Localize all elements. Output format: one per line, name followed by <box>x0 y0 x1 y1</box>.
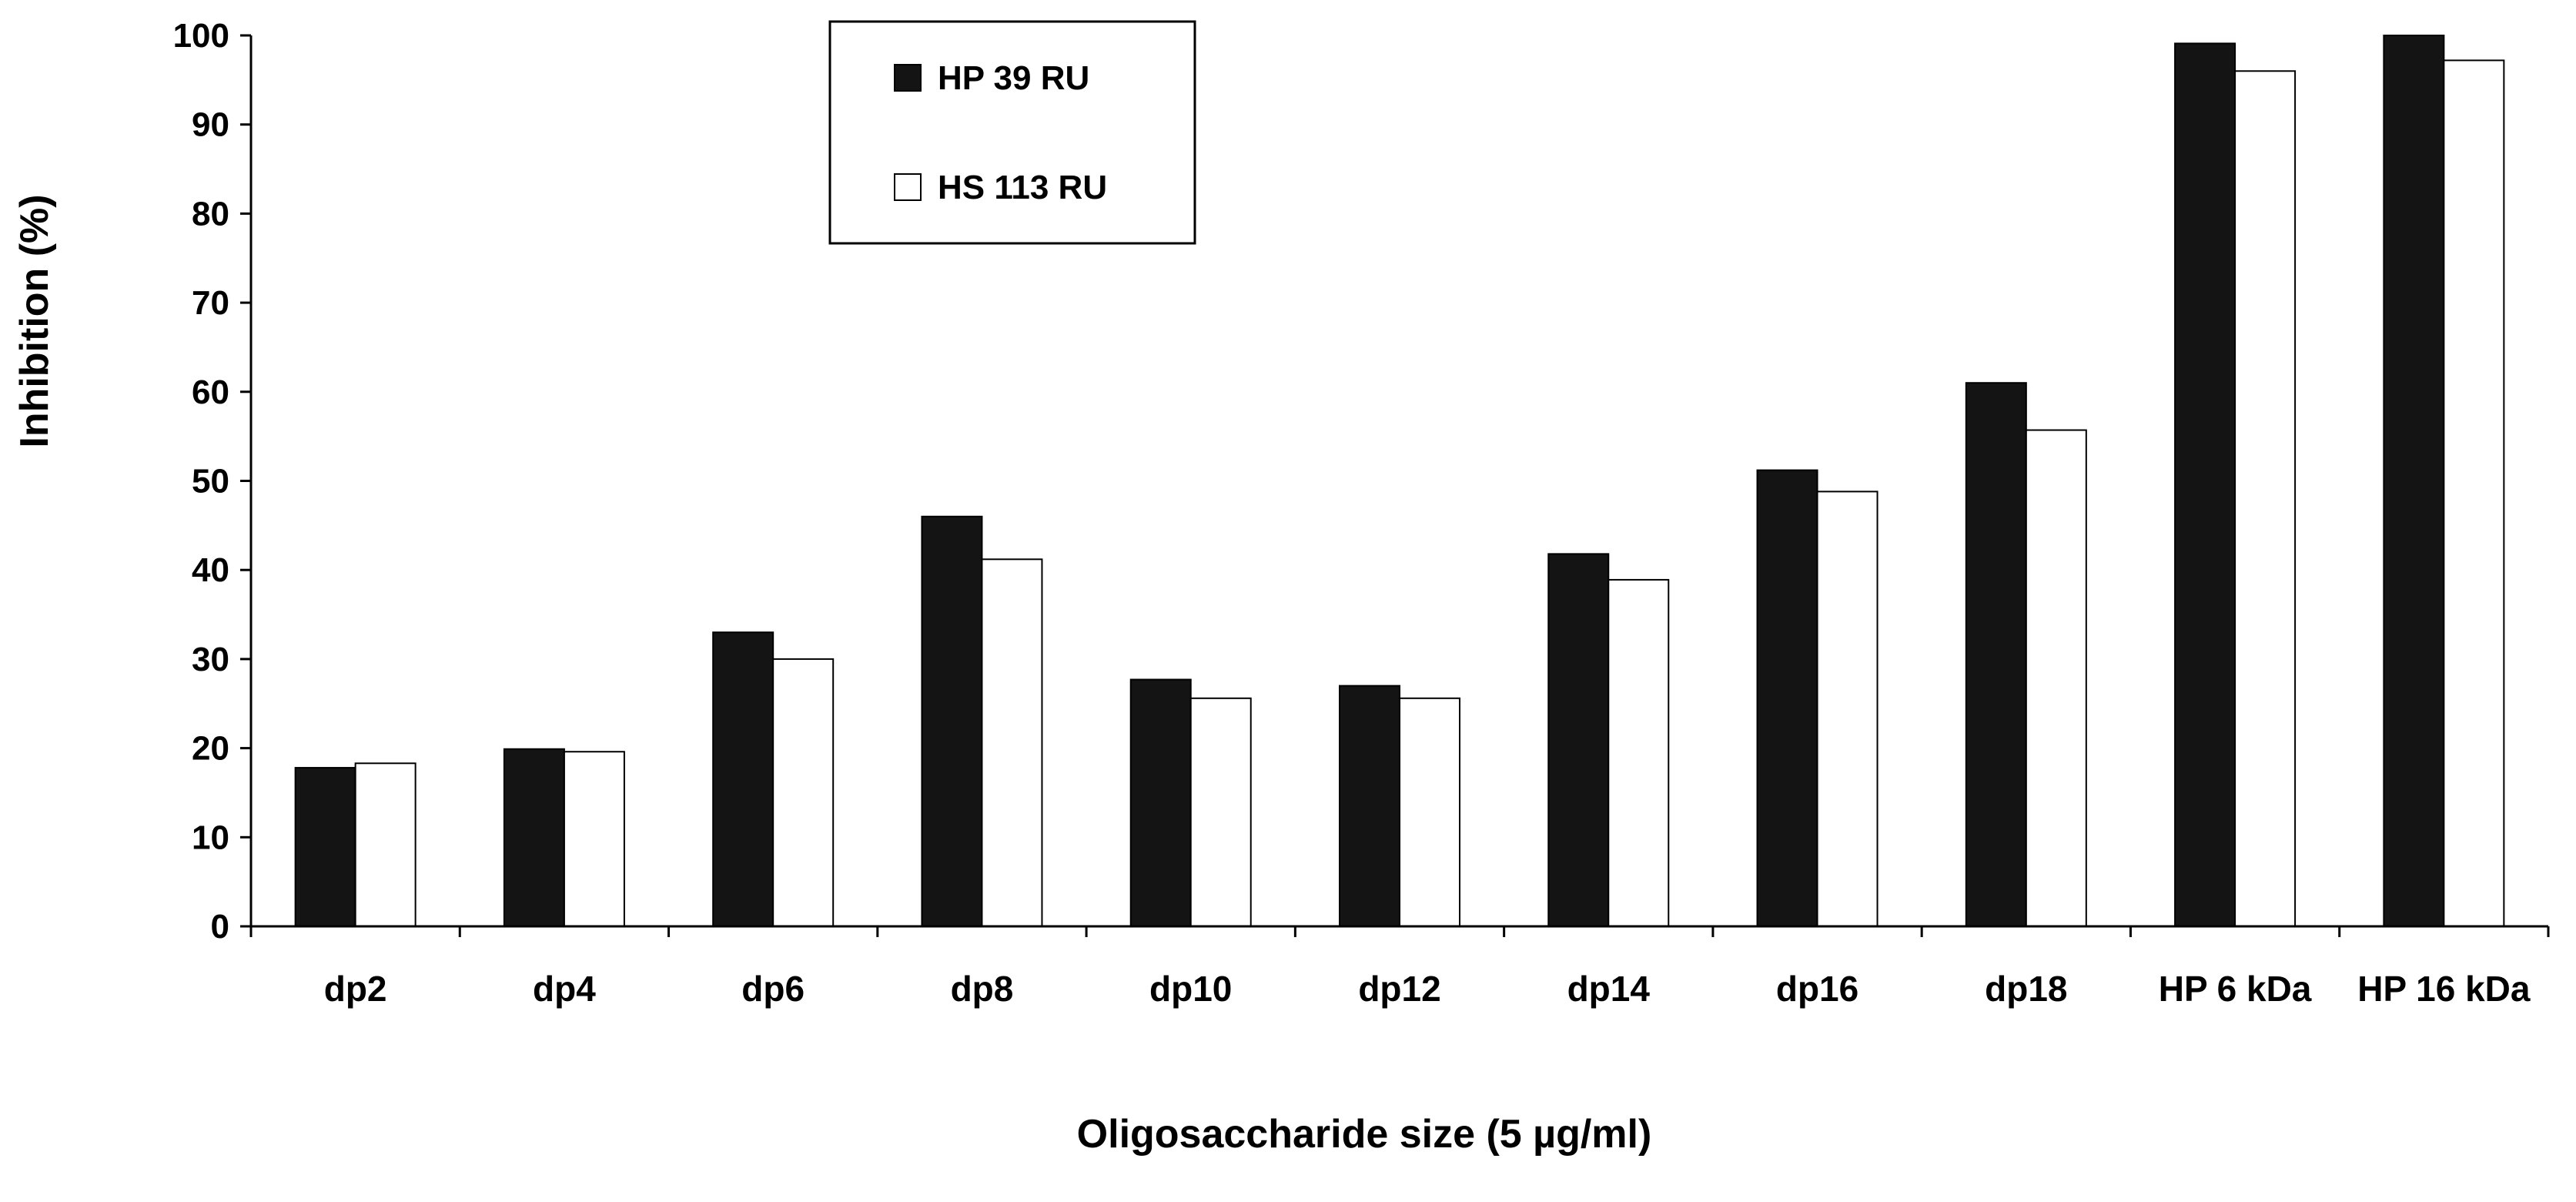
category-label-dp2: dp2 <box>324 969 387 1009</box>
bar-hp-39-ru-dp10 <box>1129 678 1192 927</box>
category-labels: dp2 dp4 dp6 dp8 dp10 dp12 dp14 dp16 dp18 HP 6 kDa… <box>324 969 2531 1009</box>
bar-hp-39-ru-dp12 <box>1339 685 1400 927</box>
bar-hp-39-ru-hp-16-kda <box>2383 35 2445 927</box>
ticks-layer: 0 10 20 30 40 50 60 70 80 90 100 <box>173 17 2550 946</box>
bar-hs-113-ru-dp4 <box>563 751 625 928</box>
bar-hp-39-ru-dp8 <box>921 515 983 927</box>
y-tick-label: 90 <box>192 106 229 144</box>
bar-hs-113-ru-dp8 <box>981 558 1043 927</box>
legend: HP 39 RU HS 113 RU <box>828 20 1196 245</box>
category-label-dp18: dp18 <box>1985 969 2067 1009</box>
y-tick-label: 40 <box>192 551 229 589</box>
bar-hp-39-ru-dp16 <box>1756 469 1818 927</box>
bar-hs-113-ru-dp2 <box>354 762 417 927</box>
legend-label-hs-113-ru: HS 113 RU <box>938 169 1107 206</box>
bar-hp-39-ru-dp18 <box>1965 382 2027 928</box>
category-label-dp16: dp16 <box>1776 969 1858 1009</box>
y-tick-label: 0 <box>211 908 229 946</box>
bar-hs-113-ru-dp18 <box>2025 429 2087 927</box>
bar-hs-113-ru-dp6 <box>772 658 835 928</box>
bar-hs-113-ru-hp-6-kda <box>2234 70 2297 927</box>
legend-label-hp-39-ru: HP 39 RU <box>938 59 1089 97</box>
category-label-dp6: dp6 <box>741 969 805 1009</box>
legend-swatch-hs-113-ru <box>894 173 922 201</box>
y-tick-label: 70 <box>192 284 229 322</box>
y-axis-title: Inhibition (%) <box>12 194 57 447</box>
bar-hp-39-ru-hp-6-kda <box>2174 42 2236 928</box>
bar-hs-113-ru-dp14 <box>1607 578 1670 927</box>
bar-hs-113-ru-hp-16-kda <box>2443 59 2505 927</box>
y-tick-label: 100 <box>173 17 229 55</box>
bar-hp-39-ru-dp6 <box>712 631 774 927</box>
bar-hp-39-ru-dp14 <box>1547 553 1610 928</box>
category-label-dp4: dp4 <box>533 969 596 1009</box>
category-label-hp-16-kda: HP 16 kDa <box>2357 969 2531 1009</box>
y-tick-label: 50 <box>192 463 229 501</box>
y-tick-label: 10 <box>192 819 229 856</box>
legend-frame <box>828 20 1196 245</box>
y-tick-label: 30 <box>192 641 229 678</box>
category-label-hp-6-kda: HP 6 kDa <box>2159 969 2312 1009</box>
bars-layer <box>294 35 2505 928</box>
category-label-dp12: dp12 <box>1358 969 1440 1009</box>
bar-hs-113-ru-dp10 <box>1189 697 1252 927</box>
x-axis-title: Oligosaccharide size (5 µg/ml) <box>1077 1112 1652 1157</box>
y-tick-label: 80 <box>192 195 229 233</box>
category-label-dp14: dp14 <box>1567 969 1651 1009</box>
bar-hp-39-ru-dp4 <box>503 748 565 928</box>
category-label-dp10: dp10 <box>1149 969 1232 1009</box>
bar-hp-39-ru-dp2 <box>294 767 356 928</box>
legend-swatch-hp-39-ru <box>894 64 922 92</box>
bar-hs-113-ru-dp12 <box>1399 697 1460 927</box>
bar-hs-113-ru-dp16 <box>1816 491 1878 927</box>
y-tick-label: 60 <box>192 373 229 411</box>
category-label-dp8: dp8 <box>951 969 1014 1009</box>
y-tick-label: 20 <box>192 730 229 768</box>
